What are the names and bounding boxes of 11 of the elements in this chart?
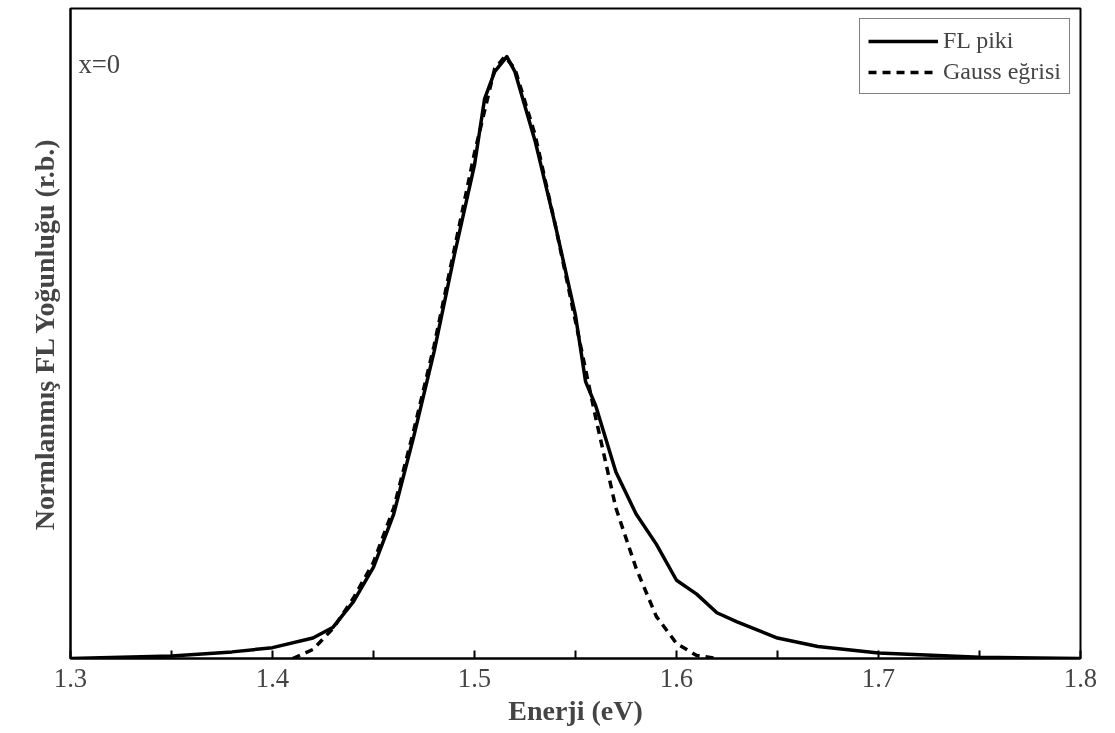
legend-label: FL piki — [943, 27, 1014, 54]
x-tick-label: 1.7 — [861, 662, 896, 693]
legend-label: Gauss eğrisi — [943, 58, 1061, 85]
x-tick-label: 1.8 — [1063, 662, 1098, 693]
x-tick-label: 1.4 — [255, 662, 290, 693]
x-tick-label: 1.3 — [53, 662, 88, 693]
y-axis-title: Normlanmış FL Yoğunluğu (r.b.) — [28, 139, 60, 531]
x-tick-label: 1.5 — [457, 662, 492, 693]
x-axis-title: Enerji (eV) — [508, 694, 643, 726]
annotation: x=0 — [78, 48, 121, 79]
x-tick-label: 1.6 — [659, 662, 694, 693]
